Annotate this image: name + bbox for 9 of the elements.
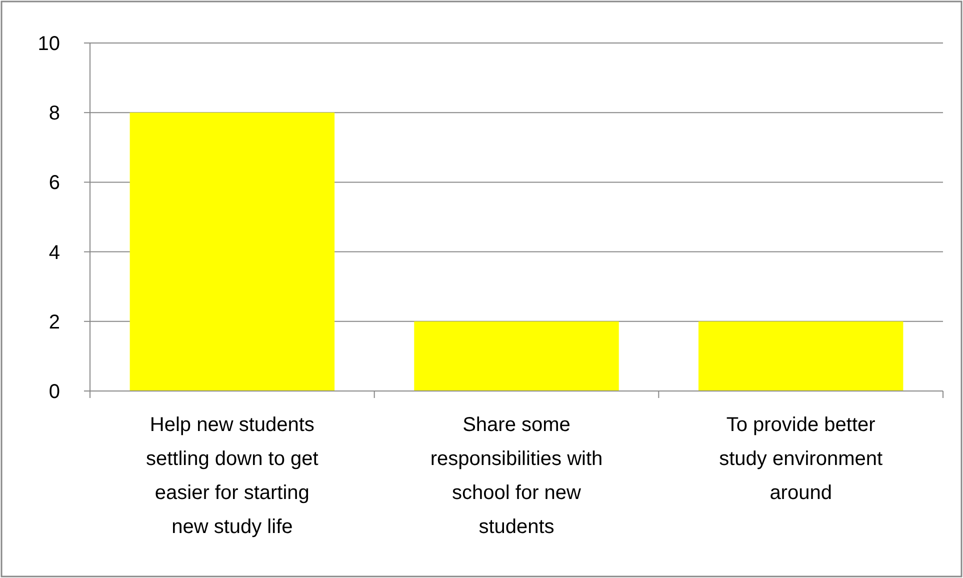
x-tick-label: Share some responsibilities with school for new students xyxy=(430,414,603,538)
y-tick-label: 0 xyxy=(48,381,60,403)
y-tick-label: 2 xyxy=(48,311,60,334)
y-tick-label: 6 xyxy=(48,172,60,194)
y-tick-label: 10 xyxy=(38,33,60,55)
x-tick-label: To provide better study environment around xyxy=(719,414,883,504)
x-tick-label: Help new students settling down to get easier for starting new study life xyxy=(146,414,319,538)
y-tick-label: 4 xyxy=(48,242,60,264)
y-tick-label: 8 xyxy=(48,102,60,125)
